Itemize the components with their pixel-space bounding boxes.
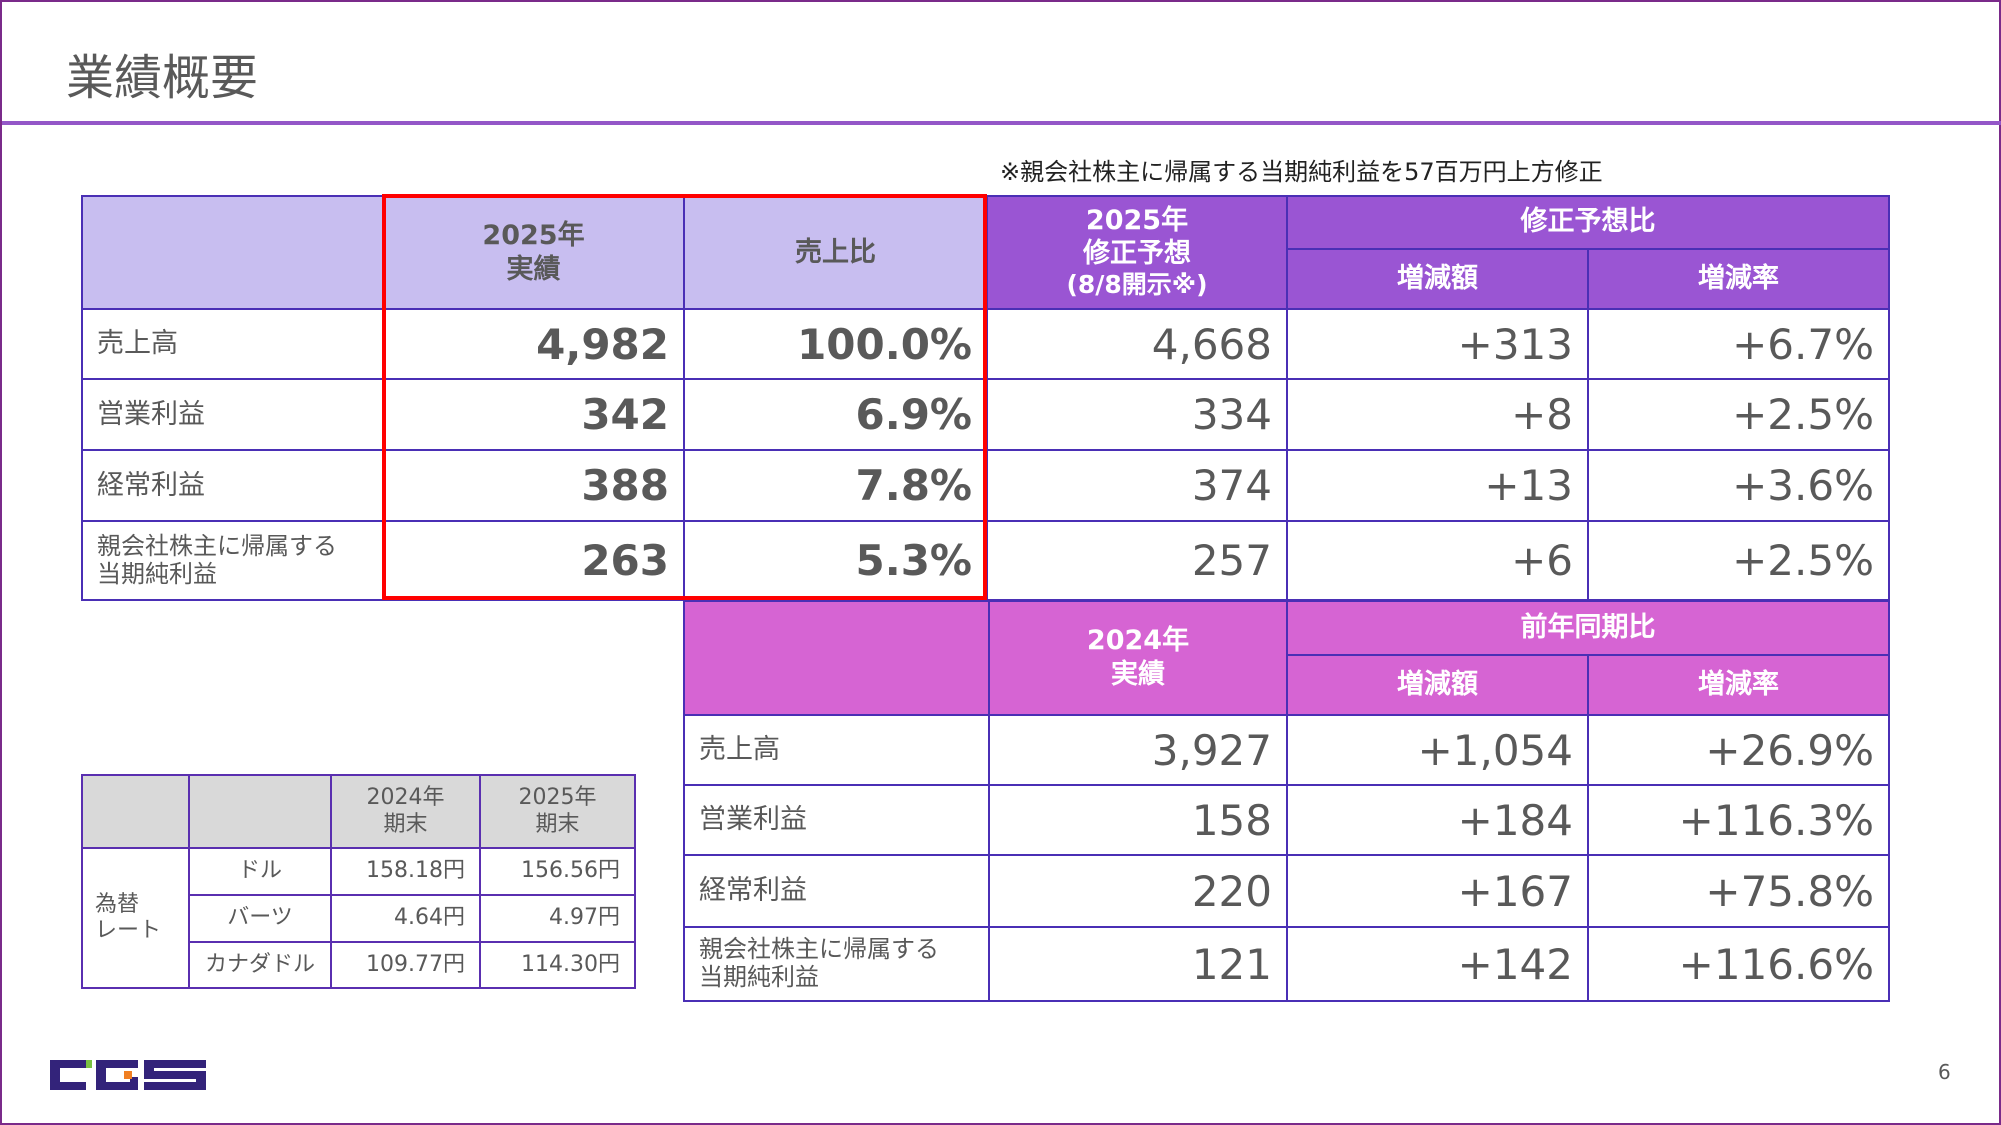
header-forecast-2025: 2025年 修正予想 (8/8開示※) [986, 195, 1288, 310]
forecast-value: 257 [986, 520, 1288, 601]
actual-value: 342 [382, 378, 685, 451]
fx-group-label: 為替 レート [81, 847, 190, 989]
page-number: 6 [1938, 1060, 1951, 1084]
table-row: 経常利益 388 7.8% 374 +13 +3.6% [81, 449, 1890, 522]
header-forecast-compare: 修正予想比 [1286, 195, 1890, 250]
rate-value: +116.3% [1587, 784, 1890, 856]
header-2024: 2024年 期末 [330, 774, 481, 849]
table-row: バーツ 4.64円 4.97円 [82, 894, 636, 943]
row-label: 売上高 [81, 308, 384, 380]
table-row: 為替 レート ドル 158.18円 156.56円 [81, 847, 636, 989]
rate-2025: 114.30円 [479, 941, 636, 989]
row-label: 経常利益 [81, 449, 384, 522]
table-row: 営業利益 158 +184 +116.3% [683, 784, 1890, 856]
fx-rate-table: 2024年 期末 2025年 期末 為替 レート ドル 158.18円 156.56円… [81, 774, 636, 989]
header-change-amount: 増減額 [1286, 248, 1589, 310]
currency-label: バーツ [188, 894, 332, 943]
rate-value: +3.6% [1587, 449, 1890, 522]
row-label: 営業利益 [683, 784, 990, 856]
header-2025: 2025年 期末 [479, 774, 636, 849]
rate-value: +116.6% [1587, 926, 1890, 1002]
ratio-value: 6.9% [683, 378, 988, 451]
table-row: 親会社株主に帰属する 当期純利益 121 +142 +116.6% [683, 926, 1890, 1002]
rate-2024: 4.64円 [330, 894, 481, 943]
header-change-rate: 増減率 [1587, 654, 1890, 716]
table-row: 経常利益 220 +167 +75.8% [683, 854, 1890, 928]
diff-value: +8 [1286, 378, 1589, 451]
header-blank [81, 195, 384, 310]
table-row: 親会社株主に帰属する 当期純利益 263 5.3% 257 +6 +2.5% [81, 520, 1890, 601]
actual-value: 158 [988, 784, 1288, 856]
revision-note: ※親会社株主に帰属する当期純利益を57百万円上方修正 [1000, 158, 1603, 186]
diff-value: +1,054 [1286, 714, 1589, 786]
rate-value: +6.7% [1587, 308, 1890, 380]
row-label: 売上高 [683, 714, 990, 786]
header-actual-2024: 2024年 実績 [988, 600, 1288, 716]
actual-value: 4,982 [382, 308, 685, 380]
currency-label: ドル [188, 847, 332, 896]
actual-value: 121 [988, 926, 1288, 1002]
rate-value: +2.5% [1587, 520, 1890, 601]
table-row: 営業利益 342 6.9% 334 +8 +2.5% [81, 378, 1890, 451]
table-row: 売上高 3,927 +1,054 +26.9% [683, 714, 1890, 786]
table-row: 売上高 4,982 100.0% 4,668 +313 +6.7% [81, 308, 1890, 380]
title-divider [2, 121, 2001, 125]
ratio-value: 100.0% [683, 308, 988, 380]
header-yoy-compare: 前年同期比 [1286, 600, 1890, 656]
row-label: 親会社株主に帰属する 当期純利益 [683, 926, 990, 1002]
row-label: 親会社株主に帰属する 当期純利益 [81, 520, 384, 601]
row-label: 経常利益 [683, 854, 990, 928]
forecast-value: 374 [986, 449, 1288, 522]
row-label: 営業利益 [81, 378, 384, 451]
rate-value: +2.5% [1587, 378, 1890, 451]
table-row: カナダドル 109.77円 114.30円 [82, 941, 636, 989]
diff-value: +13 [1286, 449, 1589, 522]
page-title: 業績概要 [66, 50, 259, 106]
diff-value: +142 [1286, 926, 1589, 1002]
forecast-value: 334 [986, 378, 1288, 451]
diff-value: +6 [1286, 520, 1589, 601]
header-change-amount: 増減額 [1286, 654, 1589, 716]
ratio-value: 5.3% [683, 520, 988, 601]
rate-2024: 109.77円 [330, 941, 481, 989]
forecast-value: 4,668 [986, 308, 1288, 380]
actual-value: 388 [382, 449, 685, 522]
cgs-logo [50, 1060, 206, 1090]
results-table: 2025年 実績 売上比 2025年 修正予想 (8/8開示※) 修正予想比 増減額 … [81, 195, 1890, 601]
rate-value: +26.9% [1587, 714, 1890, 786]
diff-value: +313 [1286, 308, 1589, 380]
diff-value: +167 [1286, 854, 1589, 928]
actual-value: 220 [988, 854, 1288, 928]
actual-value: 3,927 [988, 714, 1288, 786]
ratio-value: 7.8% [683, 449, 988, 522]
header-actual-2025: 2025年 実績 [382, 195, 685, 310]
rate-2025: 4.97円 [479, 894, 636, 943]
header-sales-ratio: 売上比 [683, 195, 988, 310]
rate-2024: 158.18円 [330, 847, 481, 896]
header-blank [188, 774, 332, 849]
rate-2025: 156.56円 [479, 847, 636, 896]
rate-value: +75.8% [1587, 854, 1890, 928]
header-blank [81, 774, 190, 849]
header-change-rate: 増減率 [1587, 248, 1890, 310]
actual-value: 263 [382, 520, 685, 601]
prev-year-table: 2024年 実績 前年同期比 増減額 増減率 売上高 3,927 +1,054 +… [683, 600, 1890, 1002]
header-blank [683, 600, 990, 716]
diff-value: +184 [1286, 784, 1589, 856]
currency-label: カナダドル [188, 941, 332, 989]
